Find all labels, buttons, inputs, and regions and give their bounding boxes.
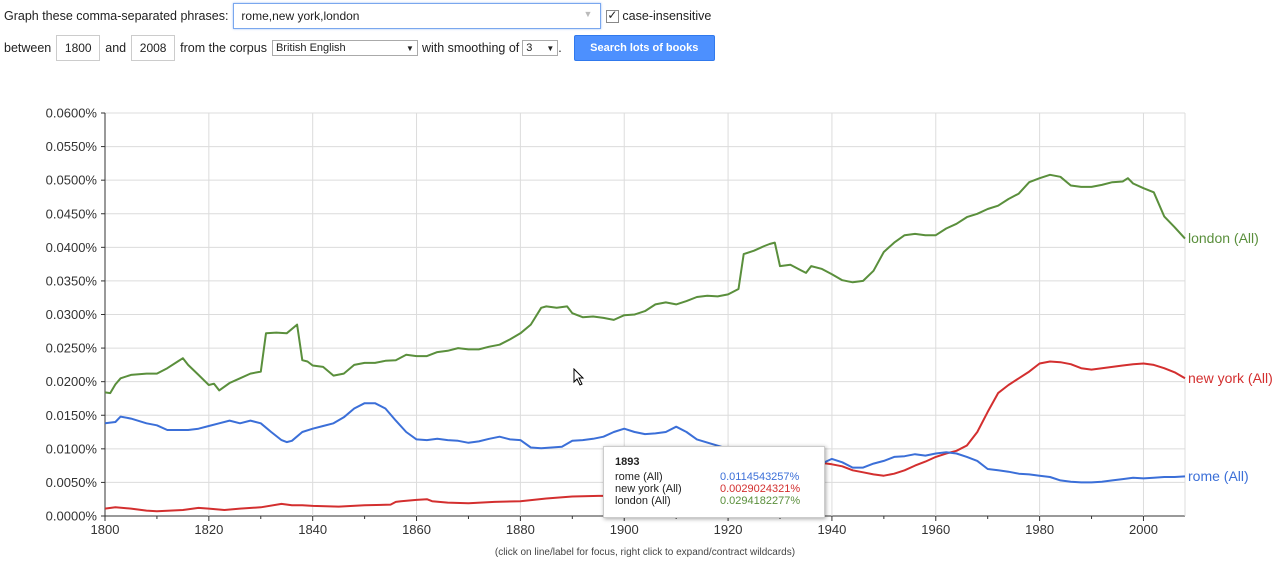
- y-tick-label: 0.0150%: [46, 408, 98, 423]
- tooltip-series-value: 0.0294182277%: [720, 495, 801, 507]
- y-tick-label: 0.0250%: [46, 341, 98, 356]
- search-button[interactable]: Search lots of books: [573, 35, 715, 61]
- y-tick-label: 0.0500%: [46, 173, 98, 188]
- x-tick-label: 1860: [402, 522, 431, 537]
- chevron-down-icon[interactable]: ▼: [583, 9, 593, 19]
- smoothing-label: with smoothing of: [421, 41, 520, 55]
- x-tick-label: 1820: [194, 522, 223, 537]
- corpus-select[interactable]: British English ▼: [271, 40, 418, 56]
- series-label-new-york[interactable]: new york (All): [1188, 370, 1273, 386]
- series-line-rome[interactable]: [104, 402, 1186, 484]
- y-tick-label: 0.0100%: [46, 441, 98, 456]
- y-tick-label: 0.0450%: [46, 206, 98, 221]
- x-tick-label: 1840: [298, 522, 327, 537]
- tooltip-series-name: new york (All): [615, 483, 682, 495]
- x-tick-label: 1880: [506, 522, 535, 537]
- chevron-down-icon: ▼: [406, 43, 414, 53]
- y-tick-label: 0.0050%: [46, 475, 98, 490]
- start-year-input[interactable]: 1800: [56, 35, 101, 61]
- y-tick-label: 0.0550%: [46, 139, 98, 154]
- hover-tooltip: 1893 rome (All) 0.0114543257% new york (…: [603, 446, 825, 518]
- x-tick-label: 1900: [610, 522, 639, 537]
- y-tick-label: 0.0000%: [46, 509, 98, 524]
- case-insensitive-label: case-insensitive: [622, 9, 712, 23]
- chart-series[interactable]: [104, 173, 1186, 513]
- series-label-london[interactable]: london (All): [1188, 230, 1259, 246]
- smoothing-select-value: 3: [526, 42, 533, 54]
- chevron-down-icon: ▼: [546, 43, 555, 53]
- tooltip-series-value: 0.0114543257%: [720, 471, 800, 483]
- and-label: and: [105, 41, 127, 55]
- corpus-label: from the corpus: [180, 41, 267, 55]
- series-line-new-york[interactable]: [104, 360, 1186, 513]
- tooltip-series-name: rome (All): [615, 471, 663, 483]
- x-tick-label: 2000: [1129, 522, 1158, 537]
- x-axis: 1800 1820 1840 1860 1880 1900 1920 1940 1960 1980…: [91, 516, 1158, 537]
- y-tick-label: 0.0200%: [46, 374, 98, 389]
- y-tick-label: 0.0600%: [46, 106, 98, 121]
- chart-footnote: (click on line/label for focus, right cl…: [494, 547, 796, 558]
- series-line-london[interactable]: [104, 173, 1186, 395]
- phrases-input-value: rome,new york,london: [241, 9, 360, 23]
- y-axis: 0.0000% 0.0050% 0.0100% 0.0150% 0.0200% 0.025…: [46, 106, 106, 524]
- between-label: between: [4, 41, 52, 55]
- tooltip-year: 1893: [615, 456, 640, 468]
- tooltip-series-name: london (All): [615, 495, 671, 507]
- end-year-input[interactable]: 2008: [131, 35, 176, 61]
- x-tick-label: 1980: [1025, 522, 1054, 537]
- y-tick-label: 0.0300%: [46, 307, 98, 322]
- series-label-rome[interactable]: rome (All): [1188, 468, 1249, 484]
- smoothing-select[interactable]: 3 ▼: [522, 40, 559, 56]
- series-labels[interactable]: london (All) new york (All) rome (All): [1188, 230, 1273, 484]
- case-insensitive-checkbox[interactable]: [606, 8, 620, 23]
- x-tick-label: 1940: [817, 522, 846, 537]
- corpus-select-value: British English: [275, 42, 346, 54]
- options-row: between 1800 and 2008 from the corpus Br…: [4, 35, 715, 61]
- phrases-input[interactable]: rome,new york,london ▼: [233, 3, 602, 29]
- y-tick-label: 0.0400%: [46, 240, 98, 255]
- x-tick-label: 1800: [91, 522, 120, 537]
- query-row: Graph these comma-separated phrases: rom…: [4, 3, 711, 29]
- y-tick-label: 0.0350%: [46, 273, 98, 288]
- phrases-label: Graph these comma-separated phrases:: [4, 9, 229, 23]
- x-tick-label: 1960: [921, 522, 950, 537]
- tooltip-series-value: 0.0029024321%: [720, 483, 801, 495]
- mouse-cursor-icon: [573, 368, 585, 386]
- period-text: .: [558, 41, 562, 55]
- x-tick-label: 1920: [714, 522, 743, 537]
